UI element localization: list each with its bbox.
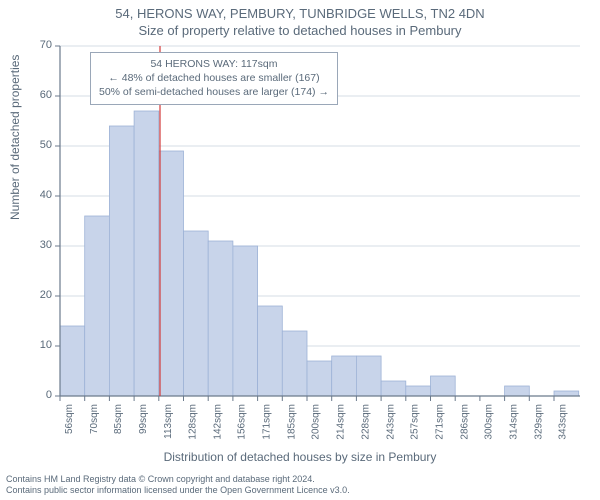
y-tick-label: 20 bbox=[22, 289, 52, 301]
y-tick-label: 0 bbox=[22, 389, 52, 401]
footer-line-1: Contains HM Land Registry data © Crown c… bbox=[6, 474, 350, 485]
footer-line-2: Contains public sector information licen… bbox=[6, 485, 350, 496]
x-tick-label: 200sqm bbox=[311, 404, 322, 440]
x-tick-label: 271sqm bbox=[435, 404, 446, 440]
footer-attribution: Contains HM Land Registry data © Crown c… bbox=[6, 474, 350, 497]
x-axis-label: Distribution of detached houses by size … bbox=[0, 450, 600, 464]
y-tick-label: 30 bbox=[22, 239, 52, 251]
x-tick-label: 142sqm bbox=[212, 404, 223, 440]
x-tick-label: 70sqm bbox=[89, 404, 100, 434]
x-tick-label: 99sqm bbox=[138, 404, 149, 434]
x-tick-label: 214sqm bbox=[336, 404, 347, 440]
histogram-bar bbox=[554, 391, 579, 396]
histogram-bar bbox=[60, 326, 85, 396]
chart-plot-area: 56sqm70sqm85sqm99sqm113sqm128sqm142sqm15… bbox=[60, 46, 580, 396]
x-tick-label: 156sqm bbox=[237, 404, 248, 440]
y-tick-label: 70 bbox=[22, 39, 52, 51]
property-annotation-box: 54 HERONS WAY: 117sqm ← 48% of detached … bbox=[90, 52, 338, 105]
y-tick-label: 50 bbox=[22, 139, 52, 151]
histogram-bar bbox=[134, 111, 159, 396]
histogram-bar bbox=[505, 386, 530, 396]
x-tick-label: 128sqm bbox=[188, 404, 199, 440]
x-tick-label: 286sqm bbox=[459, 404, 470, 440]
x-tick-label: 228sqm bbox=[360, 404, 371, 440]
y-axis-label: Number of detached properties bbox=[8, 55, 22, 220]
histogram-bar bbox=[184, 231, 209, 396]
histogram-bar bbox=[307, 361, 332, 396]
chart-title-sub: Size of property relative to detached ho… bbox=[0, 23, 600, 40]
y-tick-label: 40 bbox=[22, 189, 52, 201]
histogram-bar bbox=[406, 386, 431, 396]
histogram-bar bbox=[159, 151, 184, 396]
annotation-line-1: 54 HERONS WAY: 117sqm bbox=[99, 57, 329, 71]
y-tick-label: 10 bbox=[22, 339, 52, 351]
histogram-bar bbox=[282, 331, 307, 396]
x-tick-label: 343sqm bbox=[558, 404, 569, 440]
histogram-bar bbox=[258, 306, 283, 396]
x-tick-label: 56sqm bbox=[64, 404, 75, 434]
x-tick-label: 243sqm bbox=[385, 404, 396, 440]
histogram-bar bbox=[381, 381, 406, 396]
histogram-bar bbox=[431, 376, 456, 396]
histogram-bar bbox=[109, 126, 134, 396]
histogram-bar bbox=[85, 216, 110, 396]
x-tick-label: 185sqm bbox=[286, 404, 297, 440]
x-tick-label: 85sqm bbox=[113, 404, 124, 434]
histogram-bar bbox=[332, 356, 357, 396]
x-tick-label: 314sqm bbox=[509, 404, 520, 440]
chart-title-main: 54, HERONS WAY, PEMBURY, TUNBRIDGE WELLS… bbox=[0, 0, 600, 23]
x-tick-label: 300sqm bbox=[484, 404, 495, 440]
annotation-line-2: ← 48% of detached houses are smaller (16… bbox=[99, 71, 329, 85]
histogram-bar bbox=[233, 246, 258, 396]
x-tick-label: 171sqm bbox=[262, 404, 273, 440]
x-tick-label: 257sqm bbox=[410, 404, 421, 440]
y-tick-label: 60 bbox=[22, 89, 52, 101]
x-tick-label: 329sqm bbox=[533, 404, 544, 440]
x-tick-label: 113sqm bbox=[163, 404, 174, 439]
annotation-line-3: 50% of semi-detached houses are larger (… bbox=[99, 85, 329, 99]
histogram-bar bbox=[356, 356, 381, 396]
histogram-bar bbox=[208, 241, 233, 396]
